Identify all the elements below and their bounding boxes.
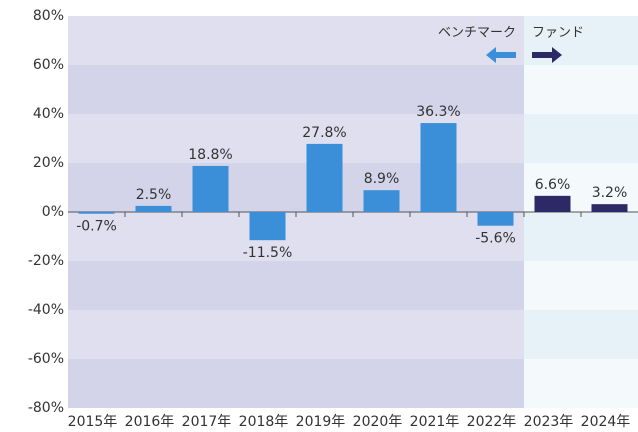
background-band	[68, 359, 524, 408]
value-label: -5.6%	[475, 231, 516, 247]
legend-arrow	[532, 47, 562, 63]
background-band	[524, 212, 638, 261]
y-tick-label: -80%	[28, 400, 64, 416]
bar	[249, 212, 286, 241]
x-tick-label: 2016年	[125, 414, 175, 430]
value-label: -11.5%	[243, 245, 293, 261]
x-tick-label: 2020年	[353, 414, 403, 430]
x-tick-label: 2022年	[467, 414, 517, 430]
y-tick-label: -40%	[28, 302, 64, 318]
x-tick-label: 2024年	[581, 414, 631, 430]
y-tick-label: -60%	[28, 351, 64, 367]
background-band	[524, 114, 638, 163]
value-label: -0.7%	[76, 219, 117, 235]
value-label: 3.2%	[592, 185, 628, 201]
value-label: 27.8%	[302, 125, 346, 141]
y-tick-label: 60%	[33, 57, 64, 73]
x-tick-label: 2021年	[410, 414, 460, 430]
value-label: 6.6%	[535, 177, 571, 193]
legend-label: ファンド	[532, 26, 584, 41]
bar	[363, 190, 400, 212]
value-label: 8.9%	[364, 171, 400, 187]
background-band	[68, 16, 524, 65]
bar	[591, 204, 628, 212]
bar	[534, 195, 571, 212]
x-tick-label: 2019年	[296, 414, 346, 430]
y-tick-label: 0%	[42, 204, 64, 220]
value-label: 18.8%	[188, 147, 232, 163]
bar	[306, 143, 343, 212]
background-band	[68, 310, 524, 359]
value-label: 2.5%	[136, 187, 172, 203]
background-band	[524, 65, 638, 114]
bar	[192, 165, 229, 212]
x-tick-label: 2018年	[239, 414, 289, 430]
value-label: 36.3%	[416, 104, 460, 120]
background-band	[68, 212, 524, 261]
y-tick-label: -20%	[28, 253, 64, 269]
bar	[420, 123, 457, 212]
y-tick-label: 40%	[33, 106, 64, 122]
x-tick-label: 2017年	[182, 414, 232, 430]
background-band	[524, 359, 638, 408]
x-tick-label: 2023年	[524, 414, 574, 430]
legend-arrow	[486, 47, 516, 63]
y-tick-label: 20%	[33, 155, 64, 171]
background-band	[524, 310, 638, 359]
background-band	[68, 261, 524, 310]
bar	[135, 205, 172, 212]
bar	[78, 212, 115, 214]
legend-label: ベンチマーク	[438, 26, 516, 41]
x-tick-label: 2015年	[68, 414, 118, 430]
background-band	[68, 65, 524, 114]
y-tick-label: 80%	[33, 8, 64, 24]
background-band	[524, 261, 638, 310]
bar	[477, 212, 514, 226]
